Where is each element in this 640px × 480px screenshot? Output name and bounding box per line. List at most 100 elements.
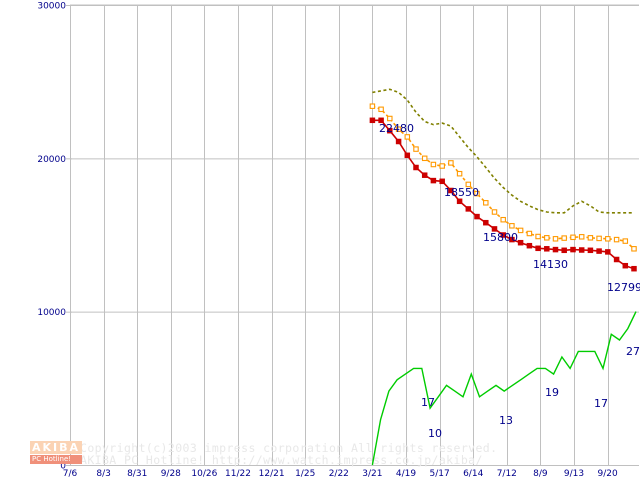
- series-marker-price-min: [526, 242, 533, 249]
- x-axis-tick-label: 1/25: [295, 469, 315, 479]
- series-marker-price-min: [622, 262, 629, 269]
- series-marker-price-avg: [448, 160, 454, 166]
- x-axis-tick-label: 9/13: [564, 469, 584, 479]
- x-axis-tick-label: 5/17: [429, 469, 449, 479]
- x-axis-tick-label: 12/21: [259, 469, 285, 479]
- series-marker-price-avg: [517, 227, 524, 234]
- series-marker-price-avg: [578, 234, 585, 240]
- series-marker-price-min: [439, 178, 445, 185]
- series-marker-price-avg: [404, 134, 411, 140]
- series-marker-price-min: [587, 247, 594, 254]
- series-marker-price-min: [378, 117, 384, 124]
- data-point-label: 13: [499, 414, 513, 427]
- series-marker-price-avg: [605, 236, 611, 242]
- series-marker-price-min: [448, 187, 454, 194]
- series-marker-price-avg: [387, 115, 393, 122]
- data-point-label: 15800: [483, 231, 518, 244]
- series-marker-price-min: [535, 245, 541, 252]
- y-axis-tick-label: 30000: [37, 2, 66, 12]
- series-marker-price-avg: [421, 155, 428, 162]
- series-marker-price-avg: [613, 236, 620, 243]
- watermark-copyright-line: Copyright(c)2003 impress corporation All…: [80, 441, 497, 455]
- series-marker-price-avg: [439, 163, 445, 169]
- y-axis-labels: 0 10000 20000 30000: [37, 2, 72, 472]
- series-marker-price-avg: [378, 106, 384, 113]
- series-line-price-max: [372, 88, 634, 214]
- series-marker-price-min: [544, 246, 550, 252]
- x-axis-tick-label: 7/12: [497, 469, 517, 479]
- y-axis-tick-label: 20000: [37, 155, 66, 165]
- series-marker-price-avg: [535, 233, 541, 240]
- x-axis-tick-label: 10/26: [191, 469, 217, 479]
- series-marker-price-min: [552, 246, 559, 253]
- series-marker-price-avg: [596, 235, 602, 242]
- x-axis-tick-label: 11/22: [225, 469, 251, 479]
- data-point-label: 17: [594, 397, 608, 410]
- series-marker-price-min: [631, 265, 637, 272]
- series-marker-price-avg: [509, 223, 515, 229]
- series-marker-price-avg: [544, 235, 550, 241]
- series-marker-price-min: [500, 232, 506, 238]
- y-axis-tick-label: 0: [60, 462, 66, 472]
- series-marker-price-min: [483, 219, 489, 226]
- series-marker-price-min: [570, 246, 576, 253]
- data-point-label: 18550: [444, 186, 479, 199]
- series-marker-price-min: [509, 236, 515, 243]
- series-marker-price-avg: [552, 236, 559, 242]
- series-marker-price-avg: [500, 216, 506, 223]
- series-marker-price-avg: [631, 246, 637, 252]
- series-marker-price-avg: [456, 170, 463, 177]
- watermark-text: Copyright(c)2003 impress corporation All…: [80, 441, 497, 467]
- data-point-label: 14130: [533, 258, 568, 271]
- data-point-label: 22480: [379, 122, 414, 135]
- series-marker-price-avg: [369, 103, 376, 109]
- data-point-label: 10: [428, 427, 442, 440]
- series-marker-price-min: [517, 239, 524, 246]
- akiba-logo-sub: PC Hotline!: [30, 455, 83, 464]
- series-marker-price-min: [578, 247, 585, 253]
- series-marker-price-avg: [483, 200, 489, 206]
- x-axis-tick-label: 8/31: [127, 469, 147, 479]
- x-axis-labels: 7/6 8/3 8/31 9/28 10/26 11/22 12/21 1/25 2/22 3/2…: [63, 469, 618, 479]
- x-axis-tick-label: 6/14: [463, 469, 483, 479]
- series-marker-price-min: [613, 256, 620, 263]
- series-marker-price-min: [474, 213, 480, 220]
- x-axis-tick-label: 2/22: [329, 469, 349, 479]
- series-marker-price-min: [430, 177, 437, 184]
- series-marker-price-min: [395, 138, 402, 145]
- series-marker-price-avg: [622, 238, 629, 244]
- x-axis-tick-label: 4/19: [396, 469, 416, 479]
- series-marker-price-avg: [491, 209, 498, 215]
- data-point-label: 27: [626, 345, 640, 358]
- akiba-logo-watermark: AKIBA PC Hotline!: [30, 441, 83, 464]
- x-axis-tick-label: 7/6: [63, 469, 78, 479]
- x-axis-tick-label: 8/3: [96, 469, 110, 479]
- series-marker-price-avg: [465, 181, 472, 188]
- data-point-label: 19: [545, 386, 559, 399]
- data-point-label: 12799: [607, 281, 640, 294]
- series-marker-price-min: [605, 249, 611, 255]
- watermark-url-line: AKIBA PC Hotline! http://www.watch.impre…: [80, 453, 483, 467]
- series-marker-price-min: [421, 172, 428, 178]
- akiba-logo-main: AKIBA: [30, 441, 83, 454]
- series-marker-price-min: [404, 152, 411, 159]
- series-marker-price-min: [387, 127, 393, 134]
- grid-lines: [70, 4, 639, 466]
- series-marker-price-min: [465, 206, 472, 212]
- series-marker-price-avg: [570, 234, 576, 241]
- series-marker-price-avg: [561, 235, 567, 241]
- series-marker-price-avg: [395, 126, 402, 132]
- series-marker-price-avg: [587, 235, 594, 241]
- series-marker-price-min: [456, 198, 463, 205]
- series-marker-price-avg: [474, 190, 480, 197]
- x-axis-tick-label: 8/9: [533, 469, 548, 479]
- series-marker-price-min: [491, 226, 498, 232]
- y-axis-tick-label: 10000: [37, 308, 66, 318]
- series-marker-price-min: [413, 164, 419, 171]
- series-marker-price-min: [369, 117, 376, 124]
- series-marker-price-min: [561, 247, 567, 254]
- series-line-shop-count: [371, 311, 637, 466]
- series-marker-price-avg: [526, 230, 533, 237]
